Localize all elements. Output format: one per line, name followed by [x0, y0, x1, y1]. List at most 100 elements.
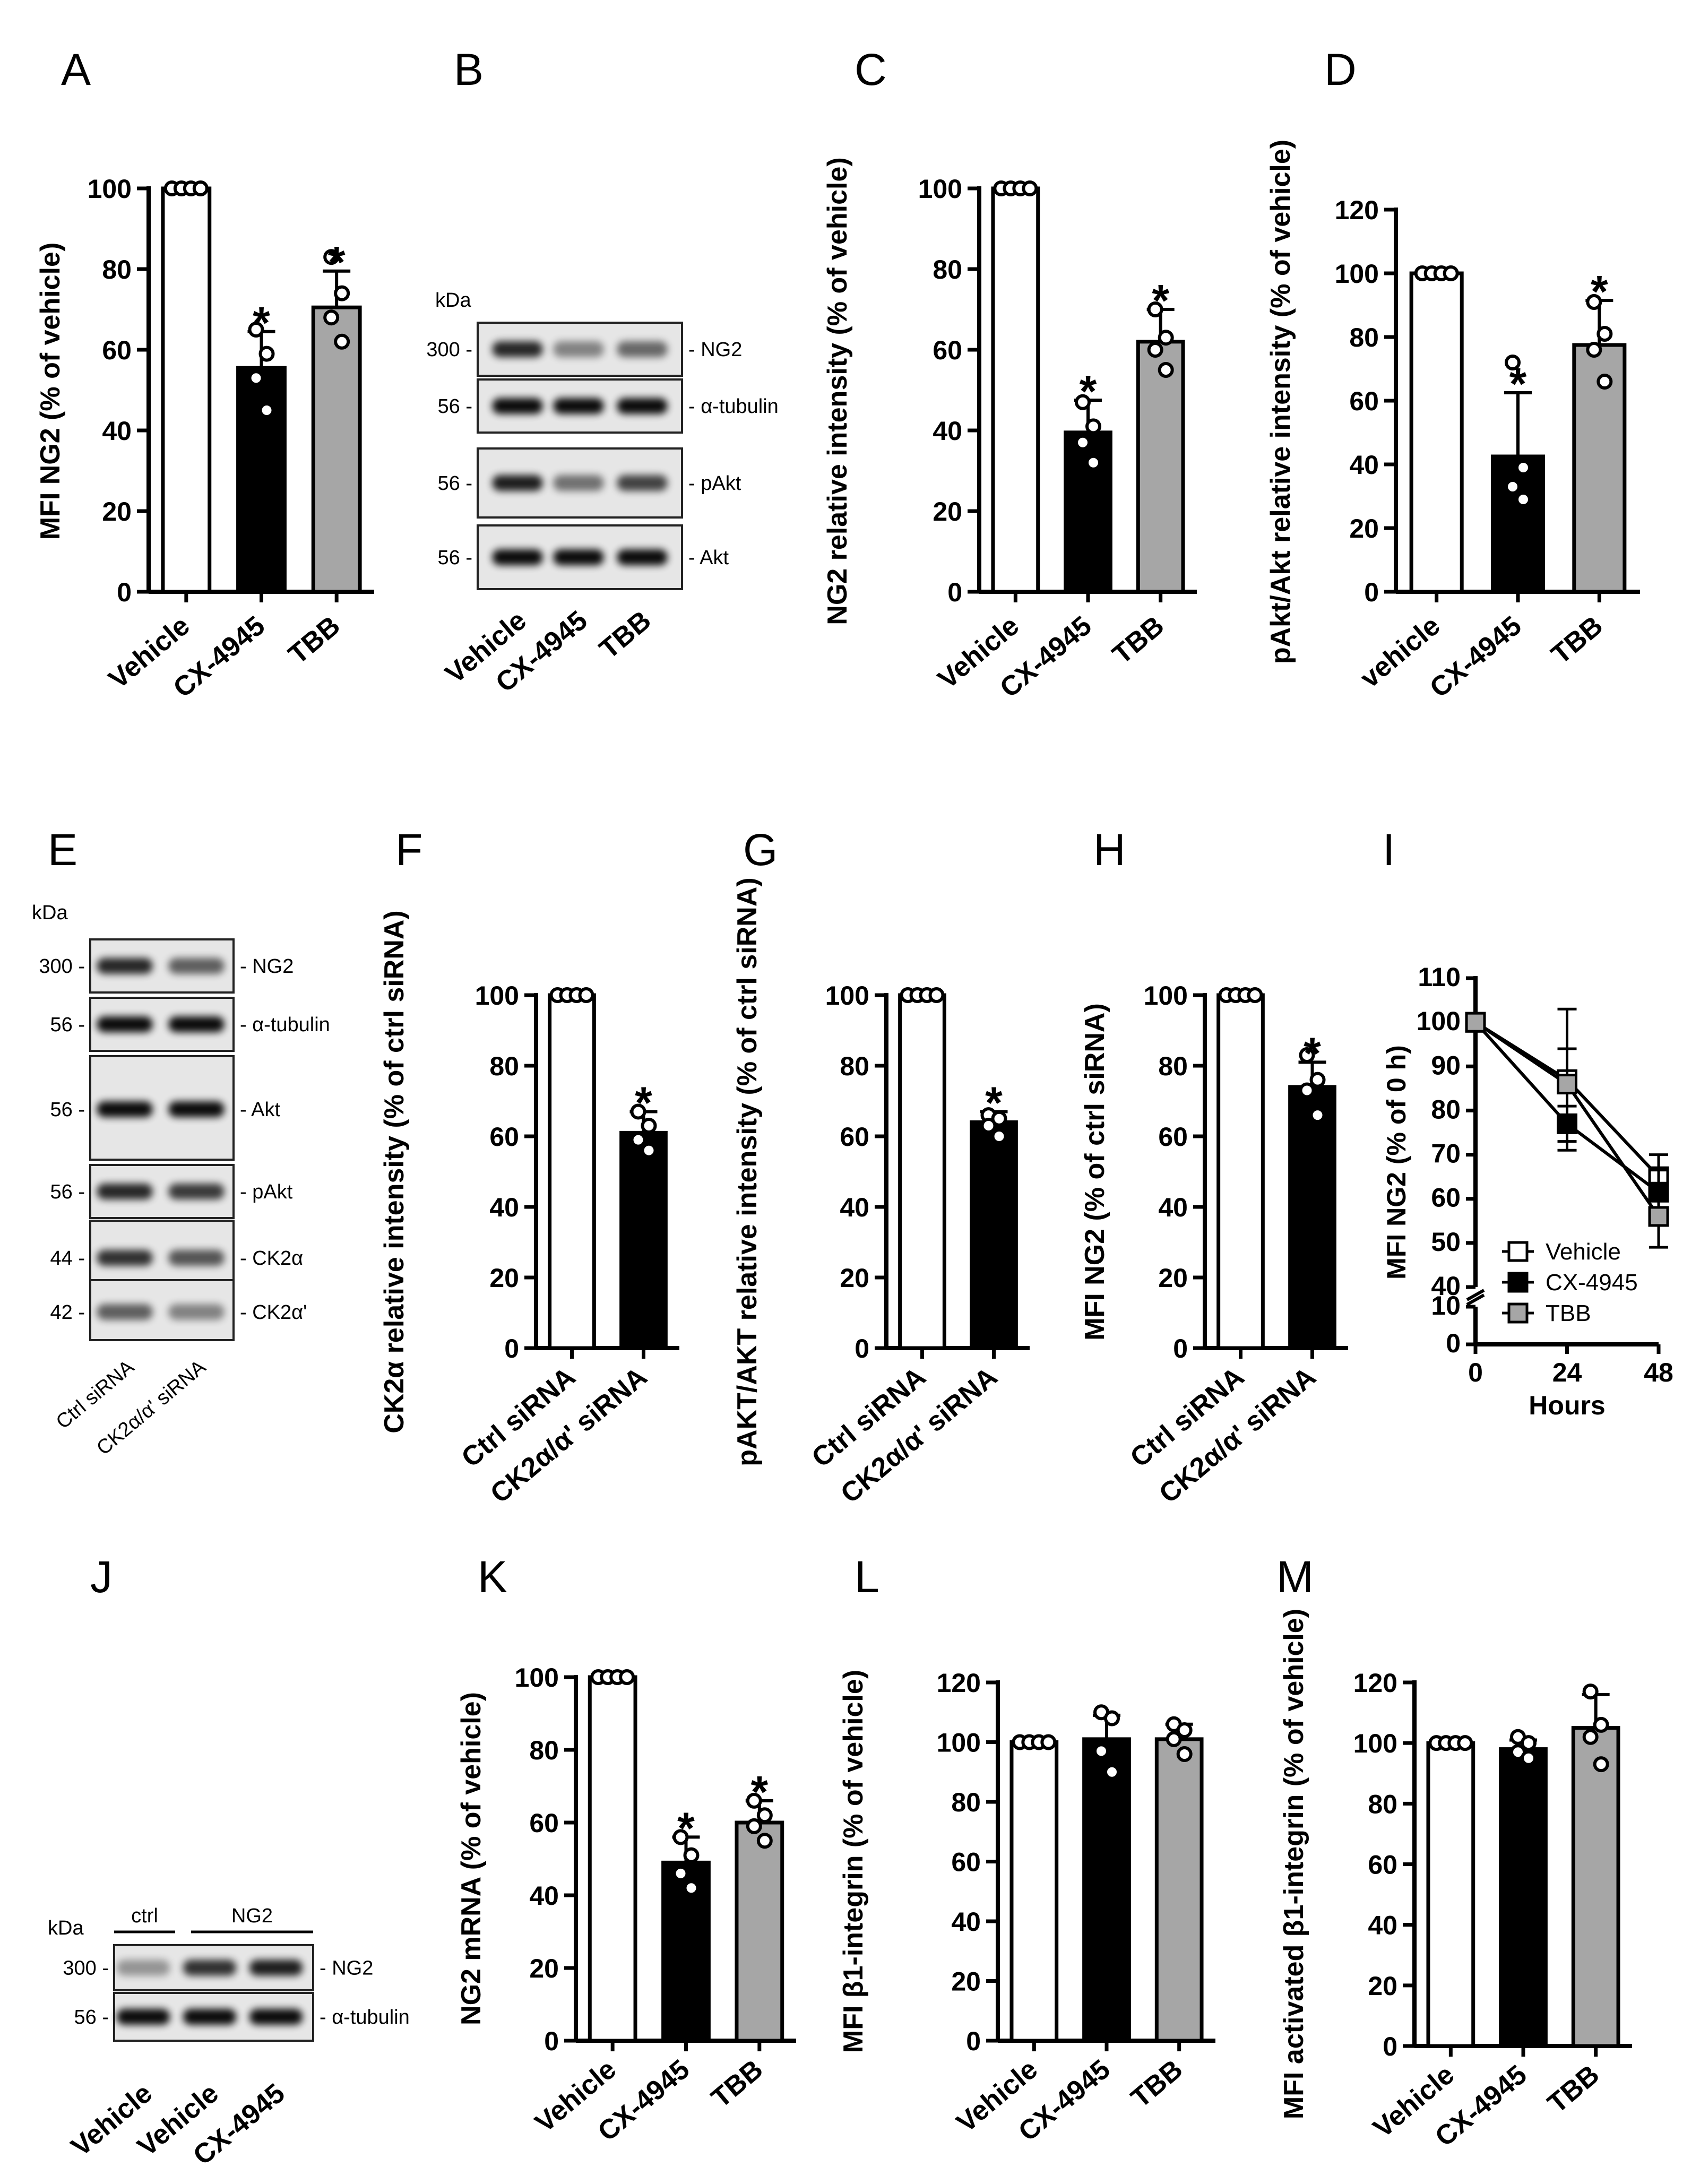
- y-tick-label: 0: [966, 2026, 981, 2056]
- blot-band: [117, 1959, 170, 1976]
- y-tick-label: 20: [1349, 514, 1379, 543]
- data-point: [683, 1847, 700, 1863]
- data-point: [1158, 362, 1174, 378]
- data-point: [1147, 342, 1163, 358]
- y-axis-label: pAkt/Akt relative intensity (% of vehicl…: [1265, 140, 1296, 664]
- y-tick-label: 60: [951, 1848, 981, 1877]
- blot-band: [97, 1250, 153, 1266]
- y-tick-label: 120: [1335, 195, 1379, 225]
- data-point: [641, 1118, 657, 1134]
- y-axis-label: CK2α relative intensity (% of ctrl siRNA…: [379, 910, 410, 1434]
- blot-band: [117, 2009, 170, 2025]
- mw-marker: 44 -: [50, 1247, 85, 1270]
- data-point: [258, 346, 275, 362]
- category-label: TBB: [1546, 610, 1609, 670]
- data-point: [641, 1142, 657, 1159]
- y-tick-label: 100: [1335, 259, 1379, 289]
- mw-marker: 300 -: [63, 1957, 109, 1980]
- mw-marker: 56 -: [50, 1099, 85, 1121]
- y-tick-label: 70: [1431, 1139, 1461, 1169]
- category-label: CX-4945: [1424, 610, 1528, 704]
- mw-marker: 56 -: [50, 1014, 85, 1036]
- y-tick-label: 60: [933, 335, 962, 365]
- significance-star: *: [1591, 266, 1608, 316]
- blot-band: [617, 475, 668, 491]
- panel-letter-b: B: [454, 45, 484, 94]
- data-point: [1597, 326, 1613, 342]
- blot-band: [168, 1250, 225, 1266]
- blot-band: [168, 1016, 225, 1032]
- y-tick-label: 40: [951, 1907, 981, 1937]
- bar-2: [619, 1130, 668, 1350]
- protein-label: - CK2α: [240, 1247, 303, 1270]
- data-point: [1176, 1746, 1193, 1762]
- y-tick-label: 0: [504, 1334, 519, 1363]
- data-point: [1299, 1082, 1315, 1099]
- data-point: [1505, 479, 1521, 495]
- y-axis-label: MFI NG2 (% of vehicle): [35, 243, 66, 540]
- panel-letter-g: G: [743, 825, 778, 875]
- significance-star: *: [985, 1077, 1003, 1127]
- protein-label: - α-tubulin: [320, 2006, 410, 2028]
- panel-letter-c: C: [855, 45, 887, 94]
- data-point: [1040, 1734, 1057, 1750]
- data-point: [1309, 1072, 1326, 1088]
- x-tick-label: 0: [1468, 1358, 1483, 1387]
- y-tick-label: 100: [1144, 981, 1188, 1011]
- bar-1: [991, 186, 1040, 594]
- data-point: [334, 333, 350, 350]
- y-tick-label: 20: [1158, 1263, 1188, 1293]
- data-point: [1593, 1756, 1609, 1773]
- mw-marker: 300 -: [426, 339, 472, 361]
- y-axis-label: MFI β1-integrin (% of vehicle): [838, 1670, 869, 2053]
- data-point: [1147, 301, 1163, 317]
- bar-1: [588, 1675, 637, 2043]
- significance-star: *: [750, 1767, 768, 1817]
- data-point: [1158, 330, 1174, 346]
- y-tick-label: 20: [951, 1967, 981, 1997]
- mw-marker: 56 -: [50, 1181, 85, 1203]
- y-tick-label: 80: [102, 255, 132, 284]
- y-tick-label: 100: [825, 981, 869, 1011]
- data-point: [1075, 434, 1091, 451]
- data-point: [1166, 1731, 1182, 1747]
- data-point: [1521, 1735, 1537, 1751]
- mw-marker: 56 -: [74, 2006, 109, 2028]
- y-tick-label: 80: [1158, 1051, 1188, 1081]
- data-point: [1104, 1764, 1120, 1780]
- blot-band: [168, 958, 225, 974]
- y-tick-label: 60: [1431, 1183, 1461, 1213]
- y-axis-label: pAKT/AKT relative intensity (% of ctrl s…: [732, 877, 763, 1466]
- significance-star: *: [1152, 275, 1169, 325]
- protein-label: - α-tubulin: [688, 395, 779, 418]
- bar-1: [1409, 271, 1464, 594]
- bar-3: [311, 305, 362, 594]
- y-tick-label: 40: [529, 1881, 559, 1911]
- bar-2: [1490, 454, 1546, 594]
- data-point: [756, 1833, 773, 1849]
- category-label: TBB: [283, 610, 346, 670]
- y-tick-label: 20: [933, 497, 962, 526]
- blot-band: [97, 1184, 153, 1199]
- mw-marker: 56 -: [438, 547, 472, 569]
- category-label: TBB: [1542, 2059, 1605, 2119]
- y-tick-label: 80: [933, 255, 962, 284]
- lane-label: TBB: [594, 605, 657, 665]
- data-point: [991, 1128, 1007, 1144]
- protein-label: - Akt: [240, 1099, 280, 1121]
- blot-band: [97, 1016, 153, 1032]
- blot-band: [168, 1101, 225, 1117]
- legend-marker: [1507, 1241, 1529, 1262]
- data-point: [1648, 1206, 1669, 1227]
- data-point: [258, 402, 275, 418]
- y-tick-label: 50: [1431, 1227, 1461, 1257]
- blot-band: [553, 341, 604, 357]
- kda-label: kDa: [32, 902, 68, 924]
- y-tick-label: 20: [840, 1263, 869, 1293]
- y-tick-label: 60: [840, 1122, 869, 1152]
- bar-1: [548, 993, 596, 1350]
